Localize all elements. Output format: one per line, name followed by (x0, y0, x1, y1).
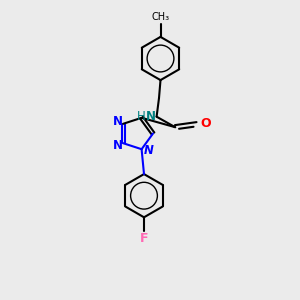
Text: N: N (113, 139, 123, 152)
Text: N: N (143, 145, 153, 158)
Text: H: H (136, 110, 145, 123)
Text: CH₃: CH₃ (152, 13, 169, 22)
Text: N: N (146, 110, 155, 123)
Text: O: O (200, 117, 211, 130)
Text: F: F (140, 232, 148, 245)
Text: N: N (113, 115, 123, 128)
